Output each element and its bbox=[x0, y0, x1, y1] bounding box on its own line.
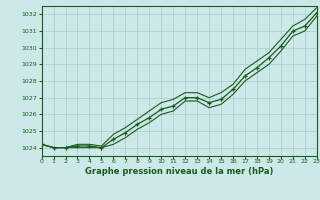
X-axis label: Graphe pression niveau de la mer (hPa): Graphe pression niveau de la mer (hPa) bbox=[85, 167, 273, 176]
